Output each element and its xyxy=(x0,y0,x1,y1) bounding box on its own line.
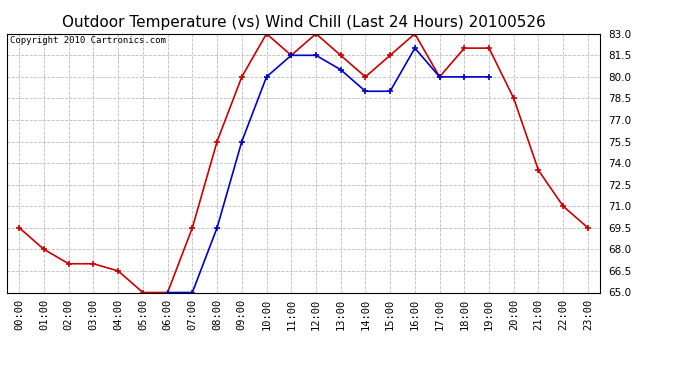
Text: Outdoor Temperature (vs) Wind Chill (Last 24 Hours) 20100526: Outdoor Temperature (vs) Wind Chill (Las… xyxy=(61,15,546,30)
Text: Copyright 2010 Cartronics.com: Copyright 2010 Cartronics.com xyxy=(10,36,166,45)
